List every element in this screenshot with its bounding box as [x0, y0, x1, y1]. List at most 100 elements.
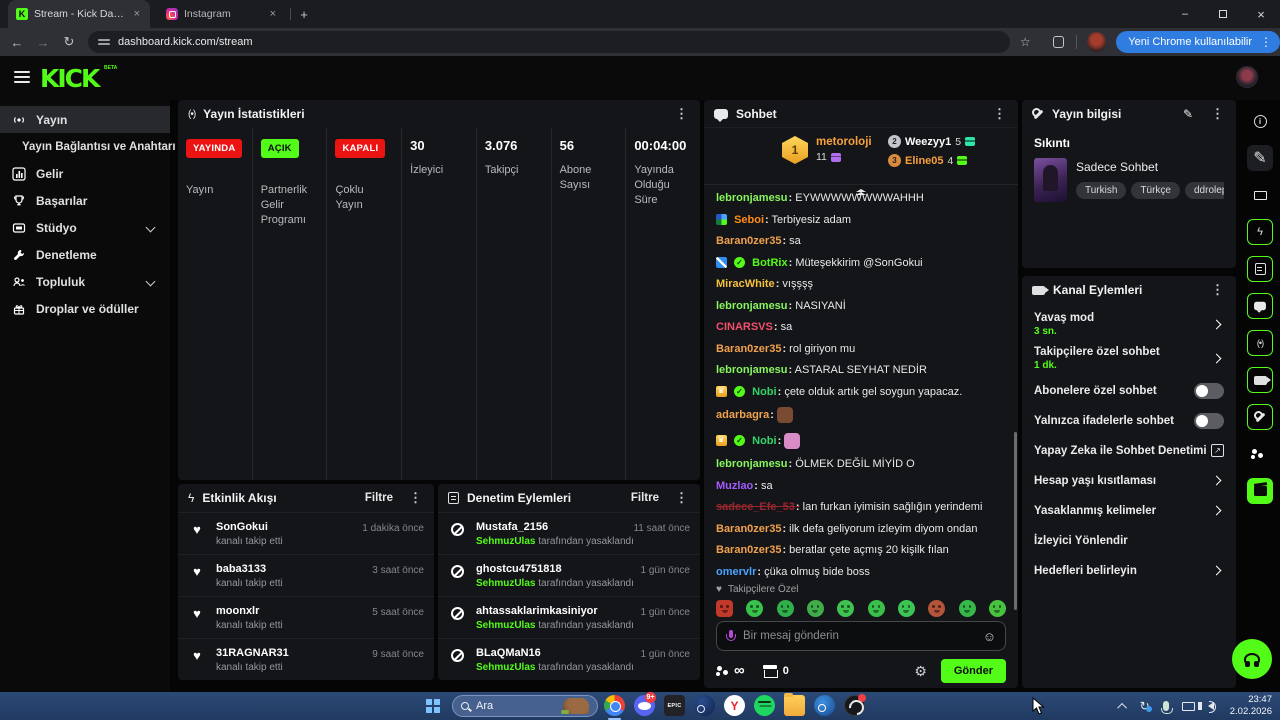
kebab-menu-icon[interactable]: ⋮ — [675, 490, 688, 505]
site-settings-icon[interactable] — [98, 37, 110, 47]
chat-username[interactable]: BotRix — [752, 257, 792, 269]
network-tray-icon[interactable] — [1181, 701, 1195, 711]
activity-row[interactable]: ♥ moonxlr kanalı takip etti 5 saat önce — [178, 596, 434, 638]
emote-button[interactable] — [837, 600, 855, 617]
kick-logo[interactable]: KICK — [40, 64, 100, 93]
send-button[interactable]: Gönder — [940, 659, 1006, 683]
tab-close-icon[interactable]: × — [133, 8, 140, 20]
activity-row[interactable]: ♥ SonGokui kanalı takip etti 1 dakika ön… — [178, 512, 434, 554]
moderation-row[interactable]: Mustafa_2156 SehmuzUlas tarafından yasak… — [438, 512, 700, 554]
chat-message[interactable]: adarbagra — [716, 407, 1006, 423]
channel-action-row[interactable]: İzleyici Yönlendir ↗ — [1034, 530, 1224, 551]
chat-message[interactable]: MiracWhite vışşşş — [716, 278, 1006, 290]
browser-menu-icon[interactable]: ⋮ — [1260, 35, 1272, 49]
chat-username[interactable]: sadece_Efe_53 — [716, 501, 800, 513]
moderation-tool-button[interactable] — [1247, 404, 1273, 430]
chat-username[interactable]: Baran0zer35 — [716, 343, 786, 355]
stream-tag[interactable]: Turkish — [1076, 182, 1127, 199]
emote-button[interactable] — [867, 600, 885, 617]
toggle-switch[interactable] — [1194, 382, 1224, 399]
edit-icon[interactable]: ✎ — [1182, 107, 1193, 121]
event-username[interactable]: Mustafa_2156 — [476, 521, 549, 533]
chat-username[interactable]: lebronjamesu — [716, 364, 792, 376]
chat-message[interactable]: omervlr çüka olmuş bide boss — [716, 566, 1006, 578]
channel-action-row[interactable]: Hedefleri belirleyin ↗ — [1034, 560, 1224, 581]
steam-taskbar-icon[interactable] — [694, 695, 715, 716]
chat-message[interactable]: lebronjamesu ASTARAL SEYHAT NEDİR — [716, 364, 1006, 376]
moderator-name[interactable]: SehmuzUlas — [476, 662, 536, 673]
chat-message[interactable]: Seboi Terbiyesiz adam — [716, 213, 1006, 226]
chat-username[interactable]: Baran0zer35 — [716, 523, 786, 535]
chat-message[interactable]: Baran0zer35 sa — [716, 235, 1006, 247]
studio-tool-button[interactable] — [1247, 182, 1273, 208]
stream-tag[interactable]: Türkçe — [1131, 182, 1180, 199]
hamburger-menu-icon[interactable] — [14, 71, 30, 83]
multistream-button[interactable] — [1247, 367, 1273, 393]
channel-action-row[interactable]: Yapay Zeka ile Sohbet Denetimi ↗ — [1034, 440, 1224, 461]
back-button[interactable]: ← — [10, 34, 24, 50]
tray-expand-icon[interactable] — [1116, 702, 1127, 713]
extensions-icon[interactable] — [1052, 36, 1065, 48]
moderator-name[interactable]: SehmuzUlas — [476, 536, 536, 547]
emote-button[interactable] — [806, 600, 824, 617]
kebab-menu-icon[interactable]: ⋮ — [1211, 282, 1224, 297]
category-name[interactable]: Sadece Sohbet — [1076, 160, 1159, 174]
sidebar-item-basarilar[interactable]: Başarılar — [0, 187, 170, 214]
emote-button[interactable] — [776, 600, 794, 617]
notes-button[interactable] — [1247, 256, 1273, 282]
leaderboard-user[interactable]: Weezyy1 — [905, 135, 952, 148]
chat-message[interactable]: Baran0zer35 beratlar çete açmış 20 kişil… — [716, 544, 1006, 556]
chat-username[interactable]: Nobi — [752, 435, 781, 447]
support-chat-bubble[interactable] — [1232, 639, 1272, 679]
edit-tool-button[interactable]: ✎ — [1247, 145, 1273, 171]
browser-profile-avatar[interactable] — [1087, 32, 1107, 52]
event-username[interactable]: SonGokui — [216, 521, 268, 533]
activity-row[interactable]: ♥ baba3133 kanalı takip etti 3 saat önce — [178, 554, 434, 596]
chat-username[interactable]: Baran0zer35 — [716, 235, 786, 247]
channel-action-row[interactable]: Yalnızca ifadelerle sohbet ↗ — [1034, 410, 1224, 431]
channel-action-row[interactable]: Yasaklanmış kelimeler ↗ — [1034, 500, 1224, 521]
chat-message[interactable]: Baran0zer35 ilk defa geliyorum izleyim d… — [716, 523, 1006, 535]
filter-button[interactable]: Filtre — [364, 492, 393, 504]
yandex-taskbar-icon[interactable]: Y — [724, 695, 745, 716]
windows-start-button[interactable] — [426, 699, 440, 713]
sidebar-item-yayin[interactable]: Yayın — [0, 106, 170, 133]
quick-actions-button[interactable]: ϟ — [1247, 219, 1273, 245]
chat-message[interactable]: sadece_Efe_53 lan furkan iyimisin sağlığ… — [716, 501, 1006, 513]
chat-username[interactable]: Seboi — [734, 214, 769, 226]
sidebar-item-gelir[interactable]: Gelir — [0, 160, 170, 187]
chat-username[interactable]: lebronjamesu — [716, 458, 792, 470]
event-username[interactable]: BLaQMaN16 — [476, 647, 541, 659]
info-button[interactable]: i — [1247, 108, 1273, 134]
sidebar-item-droplar[interactable]: Droplar ve ödüller — [0, 295, 170, 322]
dashboard-user-avatar[interactable] — [1236, 66, 1258, 88]
emote-button[interactable] — [897, 600, 915, 617]
chat-message-input[interactable]: Bir mesaj gönderin ☺ — [716, 621, 1006, 651]
emote-button[interactable] — [988, 600, 1006, 617]
bookmark-star-icon[interactable]: ☆ — [1019, 35, 1031, 49]
microphone-icon[interactable] — [726, 629, 736, 643]
sidebar-item-yayin-baglantisi[interactable]: Yayın Bağlantısı ve Anahtarı — [0, 133, 176, 160]
chat-username[interactable]: omervlr — [716, 566, 761, 578]
chrome-taskbar-icon[interactable] — [604, 695, 625, 716]
moderation-row[interactable]: ghostcu4751818 SehmuzUlas tarafından yas… — [438, 554, 700, 596]
chat-username[interactable]: MiracWhite — [716, 278, 779, 290]
gift-leaderboard[interactable]: 1 metoroloji 11 2 Weezyy1 5 3 Eline05 4 — [704, 128, 1018, 195]
emote-button[interactable] — [928, 600, 946, 617]
moderation-row[interactable]: ahtassaklarimkasiniyor SehmuzUlas tarafı… — [438, 596, 700, 638]
forward-button[interactable]: → — [36, 34, 50, 50]
chat-username[interactable]: adarbagra — [716, 409, 774, 421]
spotify-taskbar-icon[interactable] — [754, 695, 775, 716]
emote-button[interactable] — [958, 600, 976, 617]
event-username[interactable]: 31RAGNAR31 — [216, 647, 289, 659]
kebab-menu-icon[interactable]: ⋮ — [993, 105, 1006, 121]
chat-message[interactable]: Nobi — [716, 432, 1006, 449]
window-close-button[interactable]: × — [1257, 6, 1265, 22]
taskbar-clock[interactable]: 23:47 2.02.2026 — [1230, 694, 1272, 718]
clips-button[interactable] — [1247, 478, 1273, 504]
moderator-name[interactable]: SehmuzUlas — [476, 578, 536, 589]
chatters-icon[interactable] — [716, 665, 730, 677]
channel-action-row[interactable]: Yavaş mod 3 sn. ↗ — [1034, 312, 1224, 337]
tab-instagram[interactable]: Instagram × — [158, 0, 286, 28]
kebab-menu-icon[interactable]: ⋮ — [1211, 106, 1224, 121]
